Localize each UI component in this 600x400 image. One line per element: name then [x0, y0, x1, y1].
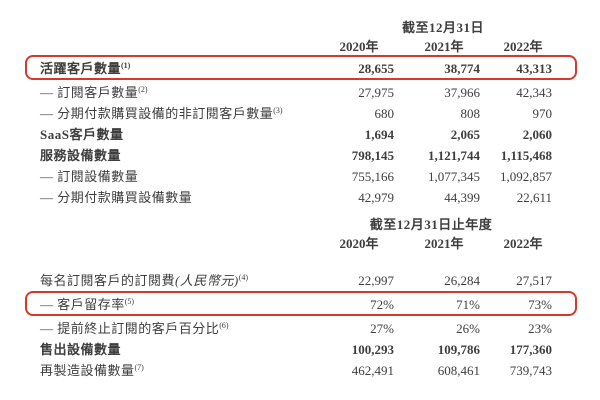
row-label-text: — 分期付款購買設備的非訂閱客戶數量: [40, 106, 274, 121]
table1-period-header: 截至12月31日: [401, 20, 484, 35]
table-row-subscription-devices: — 訂閱設備數量 755,166 1,077,345 1,092,857: [40, 166, 552, 187]
table-row-installment-purchase-devices: — 分期付款購買設備數量 42,979 44,399 22,611: [40, 187, 552, 208]
table-row-installment-non-subscription-customers: — 分期付款購買設備的非訂閱客戶數量(3) 680 808 970: [40, 103, 552, 124]
metric-value: 27,517: [516, 273, 552, 288]
metric-value: 808: [460, 106, 481, 121]
metric-value: 43,313: [516, 61, 552, 76]
row-label-text: SaaS客戶數量: [40, 127, 124, 142]
row-label-text: — 分期付款購買設備數量: [40, 190, 193, 205]
footnote-marker: (3): [273, 106, 283, 115]
metric-value: 42,343: [516, 85, 552, 100]
metric-value: 72%: [370, 297, 394, 312]
table1-year-2021: 2021年: [424, 39, 464, 54]
metric-value: 100,293: [351, 342, 394, 357]
row-label: 服務設備數量: [40, 145, 310, 166]
metric-value: 71%: [456, 297, 480, 312]
table2-period-header: 截至12月31日止年度: [369, 217, 493, 232]
spacer: [40, 20, 310, 35]
footnote-marker: (7): [134, 363, 144, 372]
metric-value: 28,655: [358, 61, 394, 76]
row-label-text: 再製造設備數量: [40, 363, 135, 378]
row-label: — 分期付款購買設備的非訂閱客戶數量(3): [40, 103, 310, 124]
metric-value: 37,966: [444, 85, 480, 100]
table-row-subscription-fee-per-customer: 每名訂閱客戶的訂閱費(人民幣元)(4) 22,997 26,284 27,517: [40, 270, 552, 291]
metric-value: 755,166: [351, 169, 394, 184]
metric-value: 22,611: [516, 190, 552, 205]
table-row-active-customers: 活躍客戶數量(1) 28,655 38,774 43,313: [25, 55, 577, 80]
row-label-text: 服務設備數量: [40, 148, 122, 163]
metric-value: 42,979: [358, 190, 394, 205]
metric-value: 2,060: [522, 127, 552, 142]
footnote-marker: (5): [124, 297, 135, 306]
table1-year-2020: 2020年: [339, 39, 379, 54]
metric-value: 27%: [370, 321, 394, 336]
row-label-text: 售出設備數量: [40, 342, 122, 357]
table-row-saas-customers: SaaS客戶數量 1,694 2,065 2,060: [40, 124, 552, 145]
table-row-devices-sold: 售出設備數量 100,293 109,786 177,360: [40, 339, 552, 360]
table-row-remanufactured-devices: 再製造設備數量(7) 462,491 608,461 739,743: [40, 360, 552, 381]
row-label-text: — 客戶留存率: [40, 297, 125, 312]
table-active-customers: 截至12月31日 2020年 2021年 2022年 活躍客戶數量(1) 28,…: [25, 20, 577, 208]
spacer: [40, 217, 310, 232]
spacer: [40, 235, 310, 252]
row-label-note: (人民幣元): [175, 273, 239, 288]
row-label: SaaS客戶數量: [40, 124, 310, 145]
metric-value: 26%: [456, 321, 480, 336]
table-row-early-termination-percentage: — 提前終止訂閱的客戶百分比(6) 27% 26% 23%: [40, 318, 552, 339]
row-label: 每名訂閱客戶的訂閱費(人民幣元)(4): [40, 270, 310, 291]
metric-value: 44,399: [444, 190, 480, 205]
table2-period-header-row: 截至12月31日止年度: [40, 217, 552, 232]
table-row-subscription-customers: — 訂閱客戶數量(2) 27,975 37,966 42,343: [40, 82, 552, 103]
row-label: — 客戶留存率(5): [40, 294, 310, 315]
metric-value: 38,774: [444, 61, 480, 76]
spacer: [40, 38, 310, 55]
table2-year-2021: 2021年: [424, 236, 464, 251]
metric-value: 22,997: [358, 273, 394, 288]
table1-year-2022: 2022年: [503, 39, 543, 54]
table1-year-header-row: 2020年 2021年 2022年: [40, 38, 552, 55]
metric-value: 798,145: [351, 148, 394, 163]
metric-value: 1,092,857: [500, 169, 552, 184]
footnote-marker: (2): [138, 85, 148, 94]
metric-value: 1,121,744: [428, 148, 480, 163]
metric-value: 739,743: [509, 363, 552, 378]
row-label: — 訂閱設備數量: [40, 166, 310, 187]
metric-value: 177,360: [509, 342, 552, 357]
metric-value: 27,975: [358, 85, 394, 100]
metric-value: 109,786: [437, 342, 480, 357]
footnote-marker: (1): [121, 61, 131, 70]
row-label-text: 活躍客戶數量: [40, 61, 122, 76]
row-label: 活躍客戶數量(1): [40, 58, 310, 79]
row-label: 售出設備數量: [40, 339, 310, 360]
metric-value: 462,491: [351, 363, 394, 378]
metric-value: 73%: [528, 297, 552, 312]
row-label-text: — 訂閱設備數量: [40, 169, 139, 184]
row-label-text: — 訂閱客戶數量: [40, 85, 139, 100]
metric-value: 608,461: [437, 363, 480, 378]
row-label-text: — 提前終止訂閱的客戶百分比: [40, 321, 220, 336]
metric-value: 26,284: [444, 273, 480, 288]
footnote-marker: (6): [219, 321, 229, 330]
metric-value: 2,065: [450, 127, 480, 142]
metric-value: 1,077,345: [428, 169, 480, 184]
metric-value: 680: [374, 106, 395, 121]
row-label: 再製造設備數量(7): [40, 360, 310, 381]
table1-period-header-row: 截至12月31日: [40, 20, 552, 35]
metric-value: 1,115,468: [500, 148, 552, 163]
table-row-customer-retention-rate: — 客戶留存率(5) 72% 71% 73%: [25, 291, 577, 316]
row-label: — 提前終止訂閱的客戶百分比(6): [40, 318, 310, 339]
metric-value: 1,694: [364, 127, 394, 142]
footnote-marker: (4): [238, 273, 249, 282]
row-label: — 訂閱客戶數量(2): [40, 82, 310, 103]
table-subscription-metrics: 截至12月31日止年度 2020年 2021年 2022年 每名訂閱客戶的訂閱費…: [25, 217, 577, 381]
table2-year-2022: 2022年: [503, 236, 543, 251]
metric-value: 970: [532, 106, 553, 121]
row-label: — 分期付款購買設備數量: [40, 187, 310, 208]
table-row-serviced-devices: 服務設備數量 798,145 1,121,744 1,115,468: [40, 145, 552, 166]
row-label-text: 每名訂閱客戶的訂閱費: [40, 273, 176, 288]
table2-year-header-row: 2020年 2021年 2022年: [40, 235, 552, 252]
metric-value: 23%: [528, 321, 552, 336]
table2-year-2020: 2020年: [339, 236, 379, 251]
